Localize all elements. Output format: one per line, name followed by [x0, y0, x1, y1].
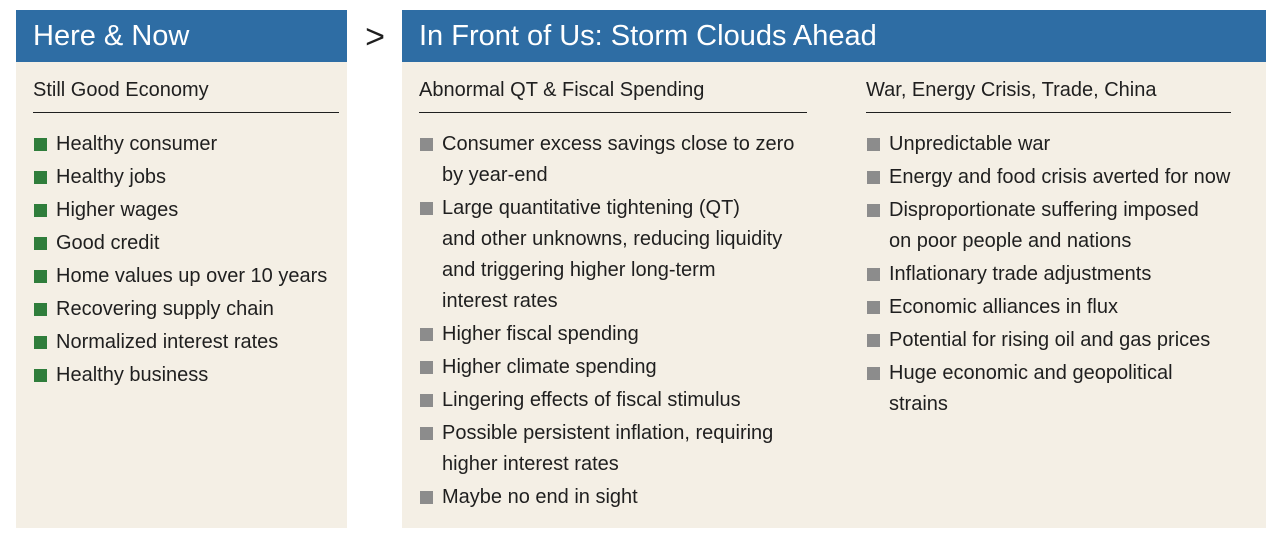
- square-bullet-icon: [34, 237, 47, 250]
- square-bullet-icon: [867, 268, 880, 281]
- qt-fiscal-item-text: higher interest rates: [442, 453, 619, 475]
- square-bullet-icon: [34, 138, 47, 151]
- war-energy-item: Energy and food crisis averted for now: [866, 162, 1231, 193]
- square-bullet-icon: [867, 171, 880, 184]
- war-energy-item-text: Economic alliances in flux: [889, 296, 1118, 318]
- qt-fiscal-heading: Abnormal QT & Fiscal Spending: [419, 72, 807, 113]
- war-energy-item: Unpredictable war: [866, 129, 1231, 160]
- square-bullet-icon: [34, 303, 47, 316]
- still-good-economy-column: Still Good Economy Healthy consumer Healt…: [33, 72, 339, 393]
- still-good-economy-item-text: Healthy consumer: [56, 133, 218, 155]
- square-bullet-icon: [34, 270, 47, 283]
- qt-fiscal-item: Possible persistent inflation, requiring…: [419, 418, 807, 480]
- square-bullet-icon: [34, 336, 47, 349]
- qt-fiscal-column: Abnormal QT & Fiscal Spending Consumer e…: [419, 72, 807, 515]
- still-good-economy-item-text: Higher wages: [56, 199, 179, 221]
- square-bullet-icon: [867, 334, 880, 347]
- qt-fiscal-item-text: Higher fiscal spending: [442, 323, 639, 345]
- still-good-economy-item-text: Recovering supply chain: [56, 298, 274, 320]
- square-bullet-icon: [867, 204, 880, 217]
- qt-fiscal-item-text: and triggering higher long-term: [442, 259, 716, 281]
- war-energy-item-text: Potential for rising oil and gas prices: [889, 329, 1211, 351]
- qt-fiscal-item: Lingering effects of fiscal stimulus: [419, 385, 807, 416]
- qt-fiscal-item-text: Higher climate spending: [442, 356, 657, 378]
- here-and-now-title: Here & Now: [16, 10, 347, 62]
- still-good-economy-item-text: Normalized interest rates: [56, 331, 279, 353]
- qt-fiscal-item-text: by year-end: [442, 164, 548, 186]
- still-good-economy-heading: Still Good Economy: [33, 72, 339, 113]
- qt-fiscal-item-text: interest rates: [442, 290, 558, 312]
- qt-fiscal-item: Consumer excess savings close to zero by …: [419, 129, 807, 191]
- war-energy-item-text: on poor people and nations: [889, 230, 1132, 252]
- square-bullet-icon: [867, 301, 880, 314]
- war-energy-item: Potential for rising oil and gas prices: [866, 325, 1231, 356]
- war-energy-heading: War, Energy Crisis, Trade, China: [866, 72, 1231, 113]
- still-good-economy-list: Healthy consumer Healthy jobs Higher wages…: [33, 129, 339, 391]
- arrow-separator: >: [365, 18, 385, 56]
- storm-clouds-title: In Front of Us: Storm Clouds Ahead: [402, 10, 1266, 62]
- still-good-economy-item: Recovering supply chain: [33, 294, 339, 325]
- qt-fiscal-item: Large quantitative tightening (QT) and ot…: [419, 193, 807, 317]
- qt-fiscal-item-text: Large quantitative tightening (QT): [442, 197, 740, 219]
- square-bullet-icon: [420, 427, 433, 440]
- storm-clouds-panel: In Front of Us: Storm Clouds Ahead Abnor…: [402, 10, 1266, 528]
- square-bullet-icon: [867, 138, 880, 151]
- war-energy-list: Unpredictable war Energy and food crisis …: [866, 129, 1231, 420]
- war-energy-item: Disproportionate suffering imposed on poo…: [866, 195, 1231, 257]
- war-energy-column: War, Energy Crisis, Trade, China Unpredi…: [866, 72, 1231, 422]
- square-bullet-icon: [34, 171, 47, 184]
- square-bullet-icon: [420, 361, 433, 374]
- still-good-economy-item-text: Healthy jobs: [56, 166, 167, 188]
- qt-fiscal-item-text: Possible persistent inflation, requiring: [442, 422, 774, 444]
- square-bullet-icon: [34, 369, 47, 382]
- qt-fiscal-item-text: Lingering effects of fiscal stimulus: [442, 389, 741, 411]
- square-bullet-icon: [867, 367, 880, 380]
- war-energy-item: Huge economic and geopolitical strains: [866, 358, 1231, 420]
- qt-fiscal-item: Higher fiscal spending: [419, 319, 807, 350]
- qt-fiscal-item: Maybe no end in sight: [419, 482, 807, 513]
- qt-fiscal-item-text: Consumer excess savings close to zero: [442, 133, 795, 155]
- here-and-now-panel: Here & Now Still Good Economy Healthy co…: [16, 10, 347, 528]
- war-energy-item-text: Disproportionate suffering imposed: [889, 199, 1199, 221]
- square-bullet-icon: [420, 138, 433, 151]
- still-good-economy-item: Healthy consumer: [33, 129, 339, 160]
- square-bullet-icon: [420, 491, 433, 504]
- still-good-economy-item-text: Good credit: [56, 232, 160, 254]
- square-bullet-icon: [34, 204, 47, 217]
- qt-fiscal-list: Consumer excess savings close to zero by …: [419, 129, 807, 513]
- still-good-economy-item-text: Home values up over 10 years: [56, 265, 328, 287]
- square-bullet-icon: [420, 328, 433, 341]
- still-good-economy-item: Healthy business: [33, 360, 339, 391]
- square-bullet-icon: [420, 394, 433, 407]
- still-good-economy-item: Good credit: [33, 228, 339, 259]
- war-energy-item-text: Unpredictable war: [889, 133, 1051, 155]
- still-good-economy-item: Home values up over 10 years: [33, 261, 339, 292]
- war-energy-item: Inflationary trade adjustments: [866, 259, 1231, 290]
- still-good-economy-item-text: Healthy business: [56, 364, 209, 386]
- still-good-economy-item: Healthy jobs: [33, 162, 339, 193]
- war-energy-item: Economic alliances in flux: [866, 292, 1231, 323]
- square-bullet-icon: [420, 202, 433, 215]
- qt-fiscal-item-text: Maybe no end in sight: [442, 486, 638, 508]
- war-energy-item-text: Inflationary trade adjustments: [889, 263, 1152, 285]
- war-energy-item-text: Huge economic and geopolitical strains: [889, 362, 1173, 415]
- war-energy-item-text: Energy and food crisis averted for now: [889, 166, 1231, 188]
- still-good-economy-item: Higher wages: [33, 195, 339, 226]
- still-good-economy-item: Normalized interest rates: [33, 327, 339, 358]
- qt-fiscal-item: Higher climate spending: [419, 352, 807, 383]
- qt-fiscal-item-text: and other unknowns, reducing liquidity: [442, 228, 783, 250]
